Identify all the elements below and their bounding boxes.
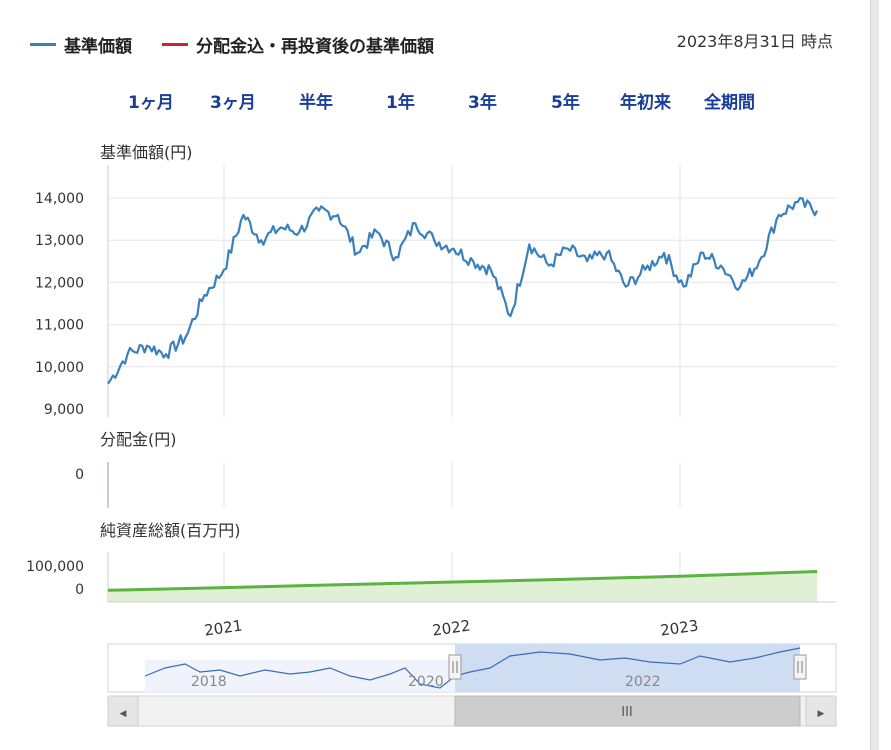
nav-y-tick: 9,000 xyxy=(44,402,84,418)
legend-label-reinvested: 分配金込・再投資後の基準価額 xyxy=(196,37,434,57)
scroll-left-button[interactable] xyxy=(107,695,139,727)
navigator-selected-range[interactable] xyxy=(455,644,800,692)
nav-y-axis: 14,000 13,000 12,000 11,000 10,000 9,000 xyxy=(35,191,836,418)
dist-y-tick: 0 xyxy=(75,467,84,483)
dist-grid xyxy=(107,462,681,508)
range-button-all[interactable]: 全期間 xyxy=(704,93,755,113)
nav-series-line[interactable] xyxy=(107,197,819,385)
x-tick-2022: 2022 xyxy=(431,616,471,639)
nav-y-tick: 12,000 xyxy=(35,275,84,291)
dist-panel-title: 分配金(円) xyxy=(100,430,177,449)
assets-area-fill xyxy=(108,571,818,602)
navigator-year-2022: 2022 xyxy=(625,674,661,690)
navigator-left-handle[interactable] xyxy=(448,654,462,680)
scroll-thumb[interactable] xyxy=(454,695,801,727)
range-button-1m[interactable]: 1ヶ月 xyxy=(128,93,174,113)
assets-series-line[interactable] xyxy=(107,570,818,592)
nav-y-tick: 14,000 xyxy=(35,191,84,207)
navigator: 2018 2020 2022 xyxy=(107,643,837,693)
scroll-right-arrow-icon: ▶ xyxy=(818,709,825,719)
legend-swatch-nav xyxy=(30,43,56,46)
assets-y-tick-top: 100,000 xyxy=(26,559,84,575)
scroll-right-button[interactable] xyxy=(805,695,837,727)
assets-panel-title: 純資産総額(百万円) xyxy=(100,521,241,540)
scroll-thumb-grip-icon: III xyxy=(621,705,633,720)
legend-item-reinvested[interactable]: 分配金込・再投資後の基準価額 xyxy=(162,32,434,57)
navigator-year-2020: 2020 xyxy=(408,674,444,690)
legend-swatch-reinvested xyxy=(162,43,188,46)
nav-y-tick: 10,000 xyxy=(35,360,84,376)
x-tick-2023: 2023 xyxy=(659,616,699,639)
scroll-left-arrow-icon: ◀ xyxy=(120,709,127,719)
navigator-scrollbar[interactable]: ◀ III ▶ xyxy=(107,695,837,727)
range-selector: 1ヶ月 3ヶ月 半年 1年 3年 5年 年初来 全期間 xyxy=(0,88,891,113)
nav-panel-title: 基準価額(円) xyxy=(100,143,193,162)
assets-y-tick-bottom: 0 xyxy=(75,582,84,598)
range-button-3m[interactable]: 3ヶ月 xyxy=(210,93,256,113)
navigator-series-line xyxy=(144,647,801,689)
navigator-right-handle[interactable] xyxy=(793,654,807,680)
x-tick-2021: 2021 xyxy=(203,616,243,639)
as-of-date: 2023年8月31日 時点 xyxy=(676,32,833,51)
legend-label-nav: 基準価額 xyxy=(64,37,132,57)
range-button-5y[interactable]: 5年 xyxy=(551,93,580,113)
navigator-year-2018: 2018 xyxy=(191,674,227,690)
nav-y-tick: 11,000 xyxy=(35,318,84,334)
navigator-unselected-area xyxy=(145,660,455,692)
range-button-3y[interactable]: 3年 xyxy=(468,93,497,113)
range-button-6m[interactable]: 半年 xyxy=(299,93,333,113)
range-button-ytd[interactable]: 年初来 xyxy=(620,93,671,113)
nav-grid xyxy=(107,165,681,417)
legend-item-nav[interactable]: 基準価額 xyxy=(30,32,132,57)
chart-legend: 基準価額 分配金込・再投資後の基準価額 xyxy=(30,32,464,57)
range-button-1y[interactable]: 1年 xyxy=(386,93,415,113)
page-scrollbar[interactable] xyxy=(870,0,879,750)
nav-y-tick: 13,000 xyxy=(35,233,84,249)
